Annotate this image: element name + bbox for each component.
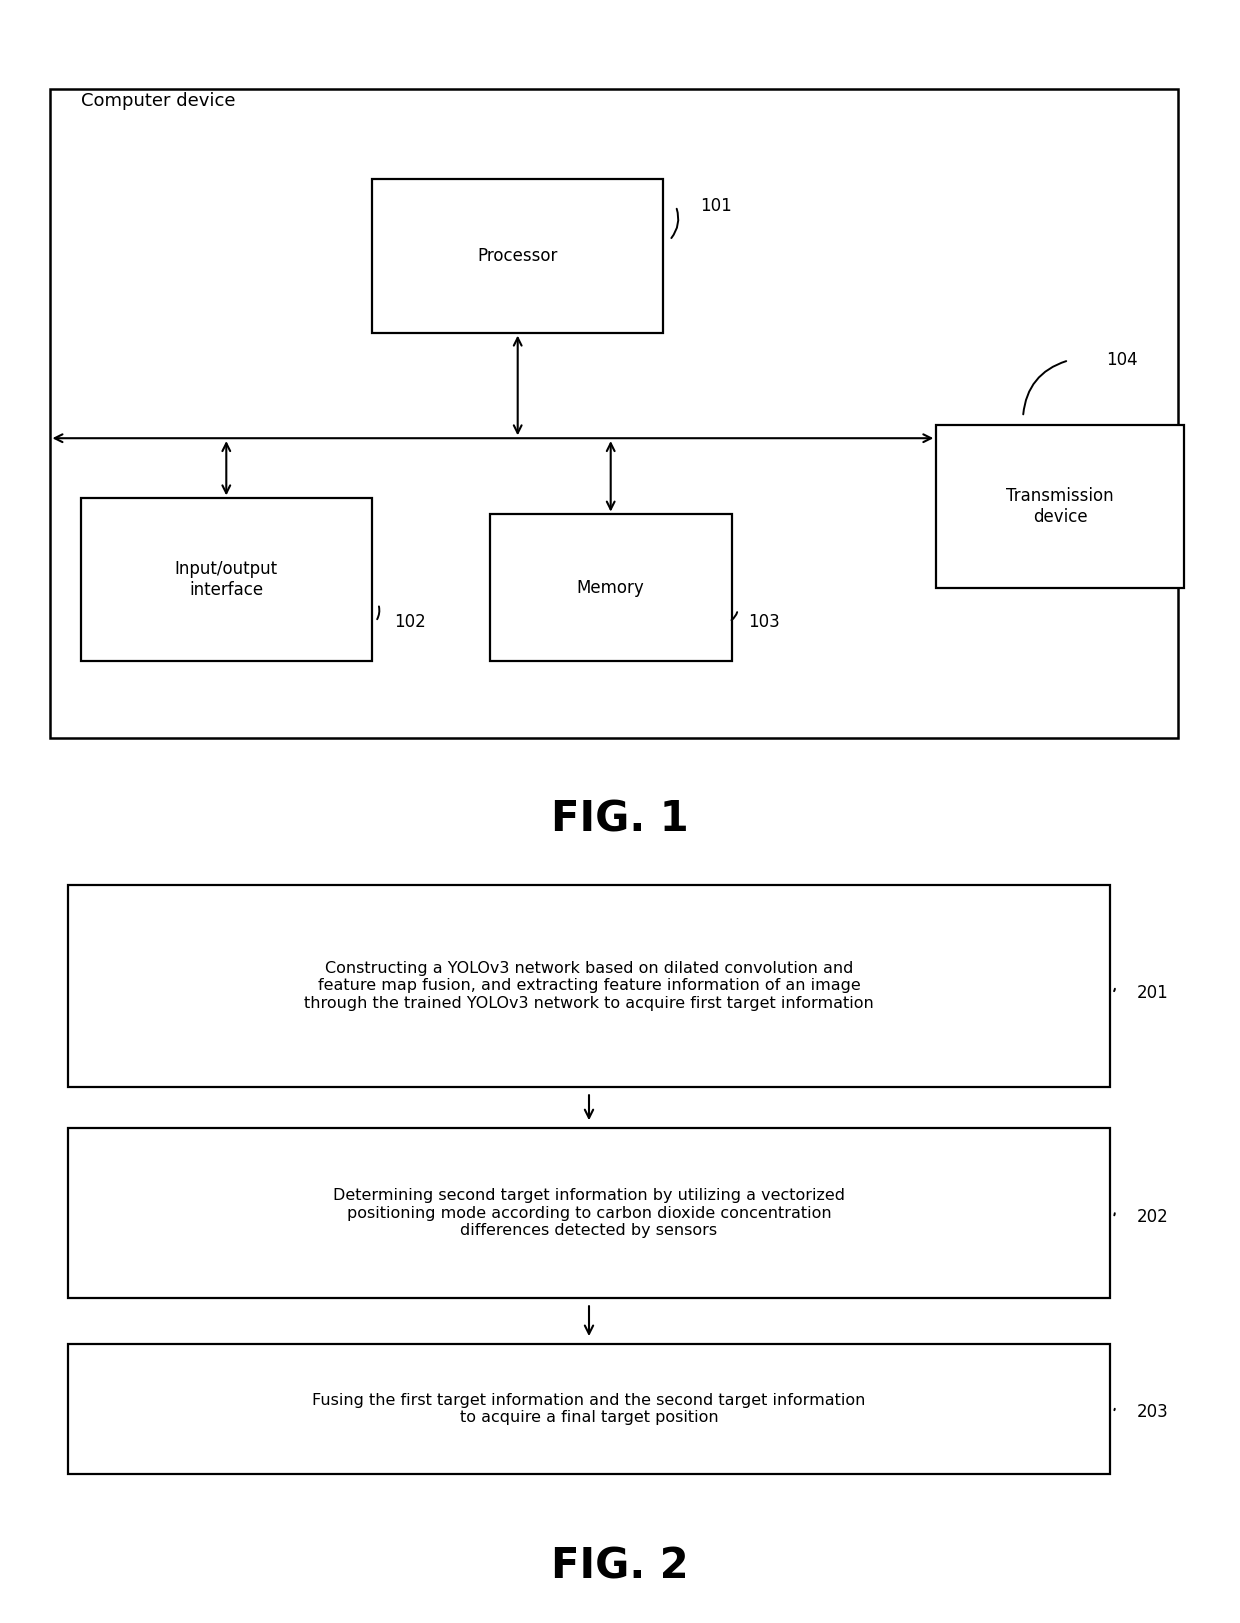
Bar xyxy=(68,1128,1110,1298)
Text: 101: 101 xyxy=(701,196,733,216)
Text: 201: 201 xyxy=(1137,984,1169,1003)
Bar xyxy=(936,425,1184,588)
Text: FIG. 1: FIG. 1 xyxy=(551,799,689,841)
Text: Processor: Processor xyxy=(477,247,558,265)
Text: Fusing the first target information and the second target information
to acquire: Fusing the first target information and … xyxy=(312,1393,866,1425)
Bar xyxy=(490,514,732,661)
Text: FIG. 2: FIG. 2 xyxy=(552,1545,688,1587)
Bar xyxy=(68,885,1110,1087)
Text: 203: 203 xyxy=(1137,1402,1169,1422)
Text: 103: 103 xyxy=(748,612,780,631)
Bar xyxy=(81,498,372,661)
Bar xyxy=(68,1344,1110,1474)
Text: Memory: Memory xyxy=(577,578,645,597)
Text: 202: 202 xyxy=(1137,1208,1169,1227)
Text: Computer device: Computer device xyxy=(81,93,236,110)
Text: Constructing a YOLOv3 network based on dilated convolution and
feature map fusio: Constructing a YOLOv3 network based on d… xyxy=(304,961,874,1011)
Text: 102: 102 xyxy=(394,612,427,631)
Bar xyxy=(372,179,663,333)
Bar xyxy=(50,89,1178,738)
Text: Input/output
interface: Input/output interface xyxy=(175,560,278,599)
Text: Determining second target information by utilizing a vectorized
positioning mode: Determining second target information by… xyxy=(334,1188,844,1238)
Text: 104: 104 xyxy=(1106,351,1138,370)
Text: Transmission
device: Transmission device xyxy=(1007,487,1114,526)
